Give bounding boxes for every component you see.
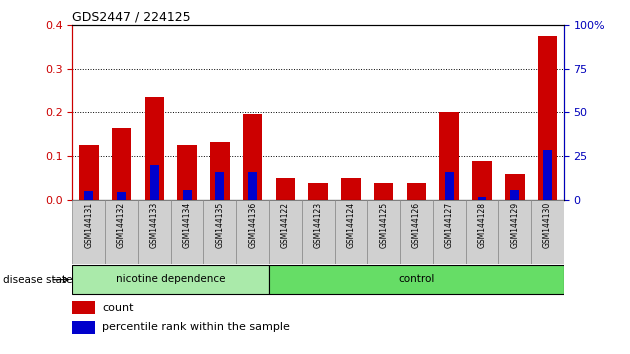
Bar [203,200,236,264]
Text: GSM144125: GSM144125 [379,202,388,248]
Bar [117,192,126,200]
Bar [367,200,400,264]
Bar [543,150,552,200]
Text: GSM144129: GSM144129 [510,202,519,248]
Bar [210,142,230,200]
Bar [505,174,525,200]
Text: GSM144132: GSM144132 [117,202,126,248]
Bar [112,128,132,200]
Text: GSM144127: GSM144127 [445,202,454,248]
Text: GSM144130: GSM144130 [543,202,552,248]
Text: nicotine dependence: nicotine dependence [116,274,226,284]
Bar [72,266,269,294]
Text: GSM144133: GSM144133 [150,202,159,248]
Bar [150,165,159,200]
Bar [445,172,454,200]
Bar [400,200,433,264]
Text: percentile rank within the sample: percentile rank within the sample [102,322,290,332]
Bar [537,36,558,200]
Bar [269,266,564,294]
Bar [105,200,138,264]
Bar [433,200,466,264]
Bar [478,196,486,200]
Text: GSM144126: GSM144126 [412,202,421,248]
Bar [84,191,93,200]
Bar [144,97,164,200]
Text: GSM144134: GSM144134 [183,202,192,248]
Bar [439,113,459,200]
Text: GSM144123: GSM144123 [314,202,323,248]
Bar [215,172,224,200]
Bar [269,200,302,264]
Text: GSM144131: GSM144131 [84,202,93,248]
Bar [248,172,257,200]
Bar [302,200,335,264]
Bar [531,200,564,264]
Bar [466,200,498,264]
Bar [177,145,197,200]
Bar [335,200,367,264]
Bar [374,183,394,200]
Text: GSM144128: GSM144128 [478,202,486,248]
Bar [72,302,94,314]
Bar [472,161,492,200]
Bar [236,200,269,264]
Bar [243,114,263,200]
Bar [72,321,94,334]
Bar [308,183,328,200]
Text: GSM144124: GSM144124 [346,202,355,248]
Bar [498,200,531,264]
Bar [183,190,192,200]
Bar [171,200,203,264]
Text: control: control [398,274,435,284]
Text: count: count [102,303,134,313]
Bar [275,178,295,200]
Bar [406,183,427,200]
Bar [79,145,99,200]
Text: GSM144136: GSM144136 [248,202,257,248]
Text: GSM144122: GSM144122 [281,202,290,248]
Bar [341,178,361,200]
Bar [138,200,171,264]
Text: disease state: disease state [3,275,72,285]
Bar [72,200,105,264]
Text: GDS2447 / 224125: GDS2447 / 224125 [72,11,191,24]
Bar [510,190,519,200]
Text: GSM144135: GSM144135 [215,202,224,248]
